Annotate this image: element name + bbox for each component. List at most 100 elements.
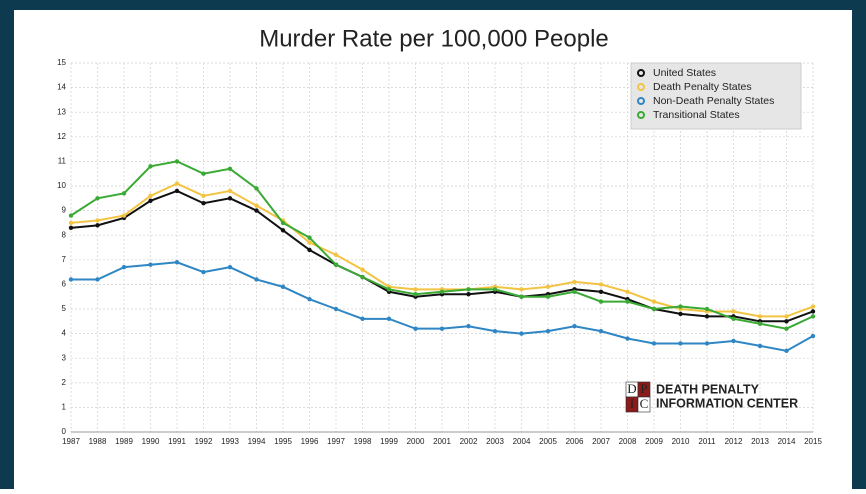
point xyxy=(598,299,604,304)
x-tick-label: 2007 xyxy=(592,437,610,446)
point xyxy=(810,309,816,314)
point xyxy=(439,326,445,331)
point xyxy=(810,314,816,319)
x-tick-label: 1988 xyxy=(89,437,107,446)
x-tick-label: 2010 xyxy=(672,437,690,446)
logo-text: INFORMATION CENTER xyxy=(656,396,798,410)
y-tick-label: 14 xyxy=(57,83,66,92)
point xyxy=(333,252,339,258)
chart-title: Murder Rate per 100,000 People xyxy=(259,25,609,52)
x-tick-label: 2009 xyxy=(645,437,663,446)
point xyxy=(545,328,551,334)
point xyxy=(360,267,365,272)
legend-label: Transitional States xyxy=(653,109,740,121)
point xyxy=(333,262,339,267)
point xyxy=(466,287,471,292)
point xyxy=(148,164,153,169)
point xyxy=(227,188,233,194)
point xyxy=(68,213,74,218)
x-tick-label: 1989 xyxy=(115,437,133,446)
legend-label: United States xyxy=(653,67,716,79)
y-tick-label: 6 xyxy=(62,280,67,289)
point xyxy=(625,289,630,294)
x-tick-label: 1994 xyxy=(248,437,266,446)
point xyxy=(492,287,498,292)
point xyxy=(598,289,604,294)
point xyxy=(784,326,789,331)
x-tick-label: 2011 xyxy=(698,437,716,446)
point xyxy=(519,287,524,292)
y-tick-label: 4 xyxy=(62,329,67,338)
point xyxy=(651,299,657,304)
x-tick-label: 2001 xyxy=(433,437,451,446)
y-tick-label: 12 xyxy=(57,132,66,141)
x-tick-label: 2012 xyxy=(725,437,743,446)
point xyxy=(121,264,127,270)
x-tick-label: 1993 xyxy=(221,437,239,446)
y-tick-label: 11 xyxy=(58,157,67,166)
point xyxy=(784,348,789,354)
x-tick-label: 2005 xyxy=(539,437,557,446)
x-tick-label: 2006 xyxy=(566,437,584,446)
point xyxy=(572,289,577,294)
y-tick-label: 15 xyxy=(57,58,66,67)
y-tick-label: 8 xyxy=(62,230,67,239)
point xyxy=(121,191,127,196)
point xyxy=(95,277,100,282)
point xyxy=(731,338,736,344)
point xyxy=(307,240,312,245)
point xyxy=(254,203,259,208)
point xyxy=(227,196,233,201)
point xyxy=(625,299,630,304)
point xyxy=(280,228,286,233)
point xyxy=(413,292,418,297)
y-tick-label: 0 xyxy=(62,427,67,436)
point xyxy=(201,269,206,275)
point xyxy=(625,336,630,341)
point xyxy=(307,296,312,302)
x-tick-label: 2013 xyxy=(751,437,769,446)
point xyxy=(598,282,604,287)
point xyxy=(227,264,233,270)
y-tick-label: 5 xyxy=(62,304,67,313)
logo-text: DEATH PENALTY xyxy=(656,382,760,396)
point xyxy=(678,304,683,309)
x-tick-label: 2004 xyxy=(513,437,531,446)
point xyxy=(148,198,153,203)
point xyxy=(784,314,789,319)
x-tick-label: 1992 xyxy=(195,437,213,446)
point xyxy=(519,331,524,336)
point xyxy=(757,314,763,319)
legend-marker xyxy=(637,97,645,105)
y-tick-label: 10 xyxy=(57,181,66,190)
logo-cell xyxy=(637,396,651,413)
point xyxy=(598,328,604,334)
point xyxy=(466,292,471,297)
point xyxy=(174,181,180,186)
point xyxy=(68,225,74,231)
legend-label: Non-Death Penalty States xyxy=(653,95,774,107)
legend-label: Death Penalty States xyxy=(653,81,752,93)
x-tick-label: 1997 xyxy=(327,437,345,446)
point xyxy=(307,235,312,240)
legend-marker xyxy=(637,111,645,119)
point xyxy=(121,213,127,218)
logo-letter: P xyxy=(640,381,647,396)
point xyxy=(360,316,365,322)
point xyxy=(519,294,524,299)
x-tick-label: 1999 xyxy=(380,437,398,446)
point xyxy=(254,208,259,213)
y-tick-label: 2 xyxy=(62,378,67,387)
point xyxy=(68,220,74,226)
point xyxy=(201,193,206,199)
x-tick-label: 2015 xyxy=(804,437,822,446)
point xyxy=(757,321,763,326)
point xyxy=(307,247,312,253)
x-tick-label: 1987 xyxy=(62,437,80,446)
point xyxy=(174,260,180,265)
point xyxy=(148,193,153,199)
point xyxy=(439,289,445,294)
point xyxy=(280,284,286,290)
logo-letter: C xyxy=(640,396,649,411)
